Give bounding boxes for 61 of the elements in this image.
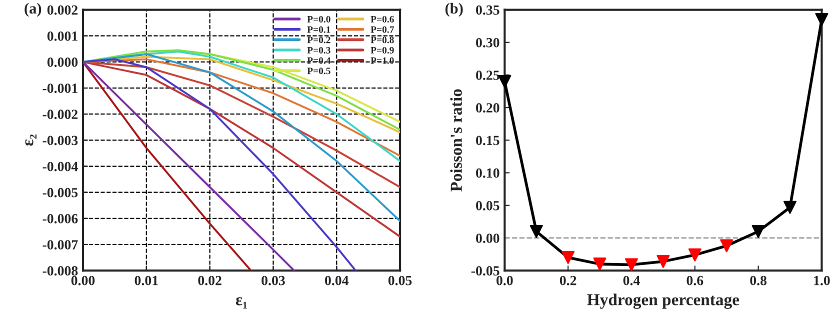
y-tick-label: 0.20 <box>476 103 500 113</box>
x-tick-label: 0.02 <box>198 276 222 286</box>
x-tick-label: 0.8 <box>750 276 767 286</box>
y-tick-label: 0.00 <box>476 234 500 243</box>
legend-label: P=0.6 <box>370 16 394 23</box>
point <box>752 224 765 238</box>
x-tick-label: 0.4 <box>623 276 640 286</box>
legend-label: P=0.8 <box>370 36 394 44</box>
point <box>530 224 543 238</box>
point <box>656 254 670 268</box>
text: (a) <box>24 2 42 17</box>
y-axis-title: ε₂ <box>25 134 36 146</box>
line-series <box>83 58 357 271</box>
x-tick-label: 0.01 <box>134 276 158 286</box>
legend-label: P=0.3 <box>307 46 330 54</box>
y-tick-label: 0.10 <box>476 168 500 178</box>
x-tick-label: 0.6 <box>686 276 704 286</box>
y-tick-label: -0.007 <box>42 240 78 250</box>
y-tick-label: -0.006 <box>42 214 78 224</box>
line-series <box>83 60 296 271</box>
y-tick-label: 0.30 <box>476 38 500 48</box>
x-tick-label: 0.2 <box>560 276 576 286</box>
point <box>624 258 638 272</box>
y-tick-label: -0.001 <box>42 84 78 94</box>
legend-label: P=0.9 <box>370 46 394 54</box>
x-tick-label: 0.0 <box>496 276 513 286</box>
x-tick-label: 0.03 <box>262 276 285 286</box>
text: (b) <box>445 2 463 17</box>
y-tick-label: 0.001 <box>47 31 78 41</box>
y-tick-label: -0.008 <box>42 266 78 276</box>
x-tick-label: 0.04 <box>325 276 349 286</box>
legend-label: P=0.2 <box>307 36 330 44</box>
y-tick-label: -0.003 <box>42 136 78 146</box>
y-tick-label: -0.002 <box>42 110 78 120</box>
x-tick-label: 0.05 <box>388 276 412 286</box>
y-tick-label: 0.35 <box>476 5 500 15</box>
point <box>593 258 606 271</box>
legend-label: P=0.0 <box>307 16 330 23</box>
y-tick-label: 0.25 <box>476 70 500 80</box>
point <box>815 13 828 26</box>
x-axis-title: Hydrogen percentage <box>587 294 740 309</box>
y-tick-label: -0.004 <box>42 162 78 172</box>
line-series <box>83 60 252 271</box>
x-tick-label: 0.00 <box>71 276 95 286</box>
y-tick-label: -0.005 <box>42 188 78 198</box>
y-tick-label: -0.05 <box>471 266 500 276</box>
y-tick-label: 0.05 <box>476 200 500 210</box>
y-axis-title: Poisson's ratio <box>450 89 462 192</box>
legend-label: P=0.1 <box>307 26 330 33</box>
y-tick-label: 0.002 <box>47 5 78 15</box>
point <box>498 74 512 88</box>
y-tick-label: 0.000 <box>47 58 78 67</box>
legend-label: P=0.5 <box>307 68 330 74</box>
y-tick-label: 0.15 <box>476 136 500 146</box>
legend-label: P=0.7 <box>370 26 394 33</box>
point <box>720 239 734 252</box>
x-axis-title: ε₁ <box>236 297 247 308</box>
point <box>562 251 575 264</box>
point <box>688 248 702 262</box>
point <box>783 200 796 214</box>
x-tick-label: 1.0 <box>814 276 830 286</box>
